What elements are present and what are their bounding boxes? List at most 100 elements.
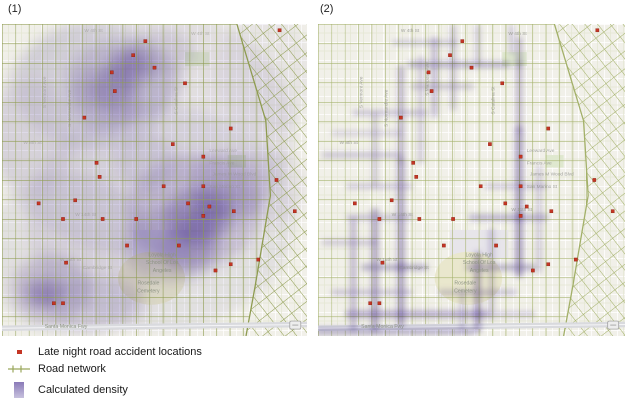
- accident-point: [213, 268, 218, 273]
- accident-point: [97, 175, 102, 179]
- accident-point: [228, 262, 233, 267]
- legend: Late night road accident locations Road …: [0, 344, 320, 410]
- accident-point: [494, 243, 498, 248]
- map-attribution-icon: [607, 320, 620, 330]
- accident-point: [377, 301, 382, 306]
- street-label: Francis Ave: [527, 160, 552, 166]
- accident-points: [353, 28, 615, 306]
- legend-item-label: Calculated density: [38, 384, 128, 396]
- basemap-labels: W 4th St W 4th St S Vermont Ave S Normandie…: [23, 28, 256, 330]
- accident-point: [592, 178, 597, 182]
- accident-point: [478, 184, 483, 189]
- accident-point: [256, 257, 261, 262]
- legend-item-label: Late night road accident locations: [38, 346, 202, 358]
- accident-point: [417, 217, 422, 221]
- street-label: W 4th St: [508, 31, 527, 37]
- accident-point: [451, 217, 455, 221]
- accident-point: [143, 39, 148, 43]
- street-label: Cambridge St: [399, 265, 429, 271]
- calculated-density-network: [318, 24, 549, 335]
- place-label: Rosedale: [454, 281, 476, 287]
- place-label: Cemetery: [454, 288, 477, 294]
- accident-point: [500, 81, 505, 86]
- legend-item-accidents: Late night road accident locations: [0, 346, 202, 358]
- street-label: S Normandie Ave: [67, 89, 73, 127]
- street-label: W 8th St: [339, 140, 358, 146]
- p2-map-canvas: W 4th St W 4th St S Vermont Ave S Normandie…: [318, 24, 625, 336]
- street-label: S Catalina St: [491, 86, 497, 115]
- street-label: San Marino St: [209, 184, 240, 190]
- place-label: School Of Los: [463, 260, 496, 266]
- accident-point: [152, 65, 157, 70]
- accident-point: [610, 209, 615, 214]
- accident-point: [503, 201, 508, 206]
- accident-point: [377, 217, 382, 221]
- street-label: W 11th St: [511, 207, 532, 213]
- accident-point: [207, 204, 212, 209]
- place-label: Angeles: [153, 268, 172, 274]
- accident-point: [52, 301, 56, 306]
- road-network-grid: [2, 24, 271, 336]
- accident-point: [389, 198, 394, 203]
- street-label: Francis Ave: [209, 160, 234, 166]
- street-label: S Mariposa Ave: [425, 62, 431, 96]
- accident-point: [518, 154, 523, 159]
- accident-point: [64, 260, 68, 265]
- p1-map-canvas: W 4th St W 4th St S Vermont Ave S Normandie…: [2, 24, 307, 336]
- road-line-icon: [8, 365, 30, 373]
- accident-point: [546, 126, 551, 131]
- accident-point: [109, 70, 114, 75]
- accident-point: [595, 28, 600, 33]
- basemap-labels: W 4th St W 4th St S Vermont Ave S Normandie…: [339, 28, 574, 330]
- street-label: W 4th St: [401, 28, 420, 34]
- street-label: Leeward Ave: [209, 148, 237, 154]
- street-label: W 11th St: [194, 207, 215, 213]
- place-label: Loyola High: [465, 252, 493, 258]
- map-panel-network-density: W 4th St W 4th St S Vermont Ave S Normandie…: [318, 24, 625, 336]
- place-label: Angeles: [470, 268, 489, 274]
- legend-item-road-network: Road network: [0, 363, 106, 375]
- street-label: James M Wood Blvd: [212, 171, 256, 177]
- street-label: S Vermont Ave: [359, 76, 365, 108]
- accident-point: [274, 178, 279, 182]
- street-label: S Vermont Ave: [42, 76, 48, 108]
- accident-point: [277, 28, 282, 33]
- accident-point: [518, 184, 523, 189]
- accident-point: [448, 53, 452, 58]
- accident-point: [36, 201, 41, 206]
- accident-point: [201, 184, 206, 189]
- accident-point: [442, 243, 446, 248]
- accident-point: [426, 70, 431, 75]
- accident-point: [531, 268, 535, 273]
- accident-point: [170, 142, 175, 146]
- legend-item-label: Road network: [38, 363, 106, 375]
- street-label: W 8th St: [23, 140, 42, 146]
- accident-point: [518, 214, 523, 218]
- street-label: Cambridge St: [83, 265, 113, 271]
- place-label: Santa Monica Fwy: [361, 324, 404, 330]
- accident-point: [546, 262, 551, 267]
- legend-item-density: Calculated density: [0, 382, 128, 398]
- accident-point: [469, 65, 474, 70]
- street-label: James M Wood Blvd: [530, 171, 574, 177]
- accident-point: [161, 184, 166, 189]
- accident-point: [201, 154, 206, 159]
- place-label: Rosedale: [137, 281, 159, 287]
- accident-point: [429, 89, 434, 93]
- accident-point: [61, 301, 65, 306]
- place-label: Santa Monica Fwy: [45, 324, 88, 330]
- map-attribution-icon: [289, 320, 302, 330]
- density-gradient-icon: [14, 382, 24, 398]
- accident-point: [488, 142, 492, 146]
- accident-point: [134, 217, 139, 221]
- accident-point: [549, 209, 554, 214]
- street-label: S Catalina St: [173, 86, 179, 115]
- panel-1-label: (1): [8, 3, 22, 15]
- street-label: W 14th St: [75, 212, 97, 218]
- accident-point: [524, 204, 529, 209]
- place-label: School Of Los: [146, 260, 179, 266]
- street-label: W 4th St: [84, 28, 103, 34]
- street-label: S Normandie Ave: [384, 89, 390, 127]
- accident-point: [113, 89, 117, 93]
